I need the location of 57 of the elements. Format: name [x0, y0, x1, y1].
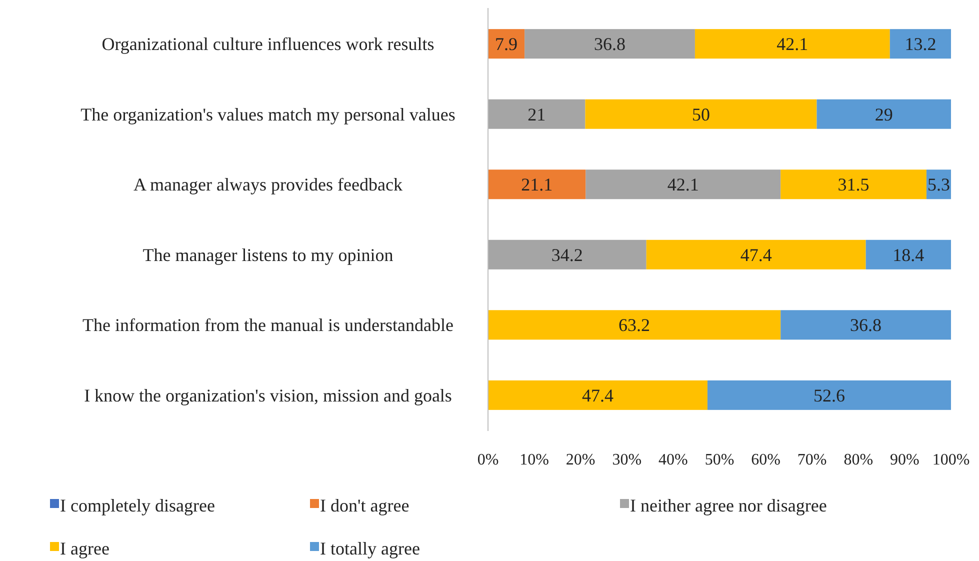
- bar: [488, 99, 586, 129]
- data-label: 5.3: [927, 174, 950, 195]
- data-label: 31.5: [838, 174, 870, 195]
- x-tick-label: 90%: [890, 452, 920, 469]
- bar: [707, 380, 951, 410]
- bar: [488, 380, 708, 410]
- bar: [780, 310, 951, 340]
- bar: [488, 29, 525, 59]
- x-tick-label: 10%: [520, 452, 549, 469]
- y-tick-label: The information from the manual is understandable: [82, 315, 454, 336]
- data-label: 29: [874, 104, 893, 124]
- x-tick-label: 40%: [658, 452, 688, 469]
- data-label: 42.1: [667, 174, 699, 195]
- data-label: 18.4: [892, 244, 924, 265]
- x-tick-label: 30%: [612, 452, 642, 469]
- data-label: 21.1: [521, 174, 553, 195]
- data-label: 47.4: [740, 244, 772, 265]
- bar: [488, 170, 586, 200]
- y-tick-label: The manager listens to my opinion: [142, 244, 394, 265]
- bar: [488, 240, 646, 270]
- legend-label: I agree: [60, 538, 110, 558]
- y-tick-label: A manager always provides feedback: [134, 174, 402, 195]
- bar: [524, 29, 695, 59]
- x-tick-label: 20%: [566, 452, 596, 469]
- legend-label: I completely disagree: [60, 495, 215, 516]
- y-tick-label: I know the organization's vision, mission and goals: [84, 385, 452, 406]
- data-label: 36.8: [594, 34, 626, 54]
- data-label: 36.8: [850, 315, 882, 336]
- x-tick-label: 100%: [932, 452, 970, 469]
- bar: [816, 99, 951, 129]
- bar: [586, 170, 781, 200]
- bar: [694, 29, 890, 59]
- bar: [780, 170, 926, 200]
- bar: [585, 99, 817, 129]
- data-label: 21: [528, 104, 546, 124]
- data-label: 52.6: [813, 385, 845, 406]
- x-tick-label: 80%: [844, 452, 874, 469]
- bar: [866, 240, 951, 270]
- y-tick-label: Organizational culture influences work results: [102, 34, 434, 54]
- x-tick-label: 60%: [751, 452, 780, 469]
- x-tick-label: 70%: [797, 452, 827, 469]
- data-label: 13.2: [904, 34, 936, 54]
- x-tick-label: 50%: [704, 452, 734, 469]
- legend-label: I neither agree nor disagree: [630, 495, 827, 516]
- data-label: 7.9: [495, 34, 518, 54]
- data-label: 47.4: [582, 385, 614, 406]
- x-tick-label: 0%: [477, 452, 499, 469]
- legend-label: I totally agree: [320, 538, 420, 558]
- data-label: 50: [692, 104, 710, 124]
- data-label: 42.1: [776, 34, 808, 54]
- bar: [890, 29, 951, 59]
- legend-label: I don't agree: [320, 495, 410, 516]
- bar: [646, 240, 866, 270]
- y-tick-label: The organization's values match my personal values: [80, 104, 456, 124]
- data-label: 63.2: [618, 315, 650, 336]
- bar: [488, 310, 781, 340]
- data-label: 34.2: [551, 244, 583, 265]
